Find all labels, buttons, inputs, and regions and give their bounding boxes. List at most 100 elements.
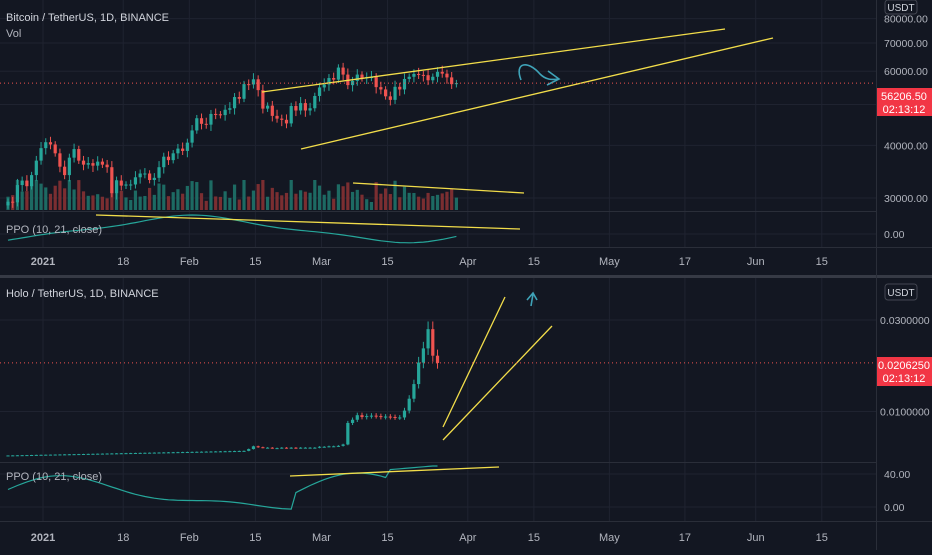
btc-candle-body xyxy=(124,184,128,186)
btc-candle-body xyxy=(280,118,284,120)
btc-candle-body xyxy=(374,77,378,88)
btc-last-price: 56206.50 xyxy=(881,91,927,103)
holo-candle-body xyxy=(398,417,402,419)
holo-candle-body xyxy=(105,453,109,455)
holo-candle-body xyxy=(114,453,119,455)
time-axis-tick: Apr xyxy=(459,256,476,268)
btc-volume-bar xyxy=(96,194,100,210)
btc-candle-body xyxy=(247,84,251,86)
holo-candle-body xyxy=(374,415,378,417)
btc-volume-bar xyxy=(289,180,293,210)
btc-candle-body xyxy=(402,78,407,90)
btc-candle-body xyxy=(63,166,67,176)
btc-volume-bar xyxy=(214,196,218,210)
btc-candle-body xyxy=(15,185,20,203)
btc-volume-bar xyxy=(365,199,369,210)
btc-candle-body xyxy=(384,89,388,97)
holo-candle-body xyxy=(379,416,383,418)
btc-candle-body xyxy=(25,180,29,187)
btc-volume-bar xyxy=(426,192,430,210)
btc-volume-label: Vol xyxy=(6,28,21,40)
btc-volume-bar xyxy=(369,202,374,210)
btc-volume-bar xyxy=(34,180,38,210)
btc-candle-body xyxy=(426,75,430,81)
holo-candle-body xyxy=(332,446,336,448)
btc-volume-bar xyxy=(417,196,421,210)
holo-candle-body xyxy=(138,452,142,454)
holo-candle-body xyxy=(53,454,57,456)
btc-price-tick: 60000.00 xyxy=(884,66,928,78)
holo-price-tick: 0.0300000 xyxy=(880,315,930,327)
btc-candle-body xyxy=(322,84,326,88)
trendline xyxy=(289,466,500,477)
btc-candle-body xyxy=(412,73,416,77)
holo-candle-body xyxy=(152,452,156,454)
btc-candle-body xyxy=(303,103,307,111)
time-axis-tick: May xyxy=(599,256,620,268)
btc-candle-body xyxy=(185,142,189,151)
holo-candle-body xyxy=(39,454,43,456)
btc-volume-bar xyxy=(39,183,43,210)
btc-candle-body xyxy=(317,87,322,96)
btc-volume-bar xyxy=(119,190,123,210)
btc-candle-body xyxy=(53,144,57,154)
holo-currency-button[interactable]: USDT xyxy=(884,283,918,301)
btc-candle-body xyxy=(270,105,274,116)
trendline xyxy=(352,182,525,194)
btc-symbol-title: Bitcoin / TetherUS, 1D, BINANCE xyxy=(6,12,169,24)
time-axis-tick: Feb xyxy=(180,256,199,268)
btc-volume-bar xyxy=(313,180,317,210)
btc-volume-bar xyxy=(181,193,185,210)
holo-arrow xyxy=(526,291,538,307)
holo-candle-body xyxy=(48,454,53,456)
holo-candle-body xyxy=(237,450,241,452)
holo-candle-body xyxy=(223,451,227,453)
holo-candle-body xyxy=(308,447,312,449)
btc-volume-bar xyxy=(152,194,156,210)
btc-volume-bar xyxy=(374,182,378,210)
btc-candle-body xyxy=(232,97,237,109)
holo-candle-body xyxy=(270,447,274,449)
btc-volume-bar xyxy=(454,197,458,210)
holo-candle-body xyxy=(11,455,15,457)
btc-volume-bar xyxy=(185,185,189,210)
btc-volume-bar xyxy=(308,192,312,210)
holo-candle-body xyxy=(284,447,289,449)
btc-volume-bar xyxy=(341,186,345,210)
btc-candle-body xyxy=(218,114,222,116)
btc-volume-bar xyxy=(91,195,95,210)
btc-volume-bar xyxy=(63,188,67,210)
holo-candle-body xyxy=(162,452,166,454)
btc-volume-bar xyxy=(445,191,449,210)
holo-candle-body xyxy=(384,416,388,418)
btc-countdown: 02:13:12 xyxy=(883,104,926,116)
btc-currency-button[interactable]: USDT xyxy=(884,0,918,15)
time-axis-tick: May xyxy=(599,532,620,544)
btc-volume-bar xyxy=(435,194,440,210)
pane-labels: Bitcoin / TetherUS, 1D, BINANCE Vol PPO … xyxy=(6,0,932,483)
btc-volume-bar xyxy=(124,197,128,210)
btc-candle-body xyxy=(313,95,317,109)
trendline xyxy=(300,37,774,150)
btc-candle-body xyxy=(199,118,204,124)
holo-candle-body xyxy=(204,451,208,453)
time-axis-tick: 15 xyxy=(249,532,261,544)
holo-candle-body xyxy=(110,453,114,455)
btc-volume-bar xyxy=(199,193,204,210)
btc-candle-body xyxy=(421,74,425,76)
btc-volume-bar xyxy=(270,187,274,210)
btc-volume-bar xyxy=(322,194,326,210)
btc-candle-body xyxy=(72,149,76,158)
btc-price-tick: 30000.00 xyxy=(884,193,928,205)
btc-volume-bar xyxy=(195,182,199,210)
btc-volume-bar xyxy=(129,200,133,210)
btc-volume-bar xyxy=(332,198,336,210)
holo-currency-label: USDT xyxy=(887,288,914,299)
btc-volume-bar xyxy=(355,189,359,210)
holo-candle-body xyxy=(176,452,180,454)
btc-candle-body xyxy=(294,106,298,111)
holo-candle-body xyxy=(256,446,260,448)
time-axis-tick: 17 xyxy=(679,532,691,544)
